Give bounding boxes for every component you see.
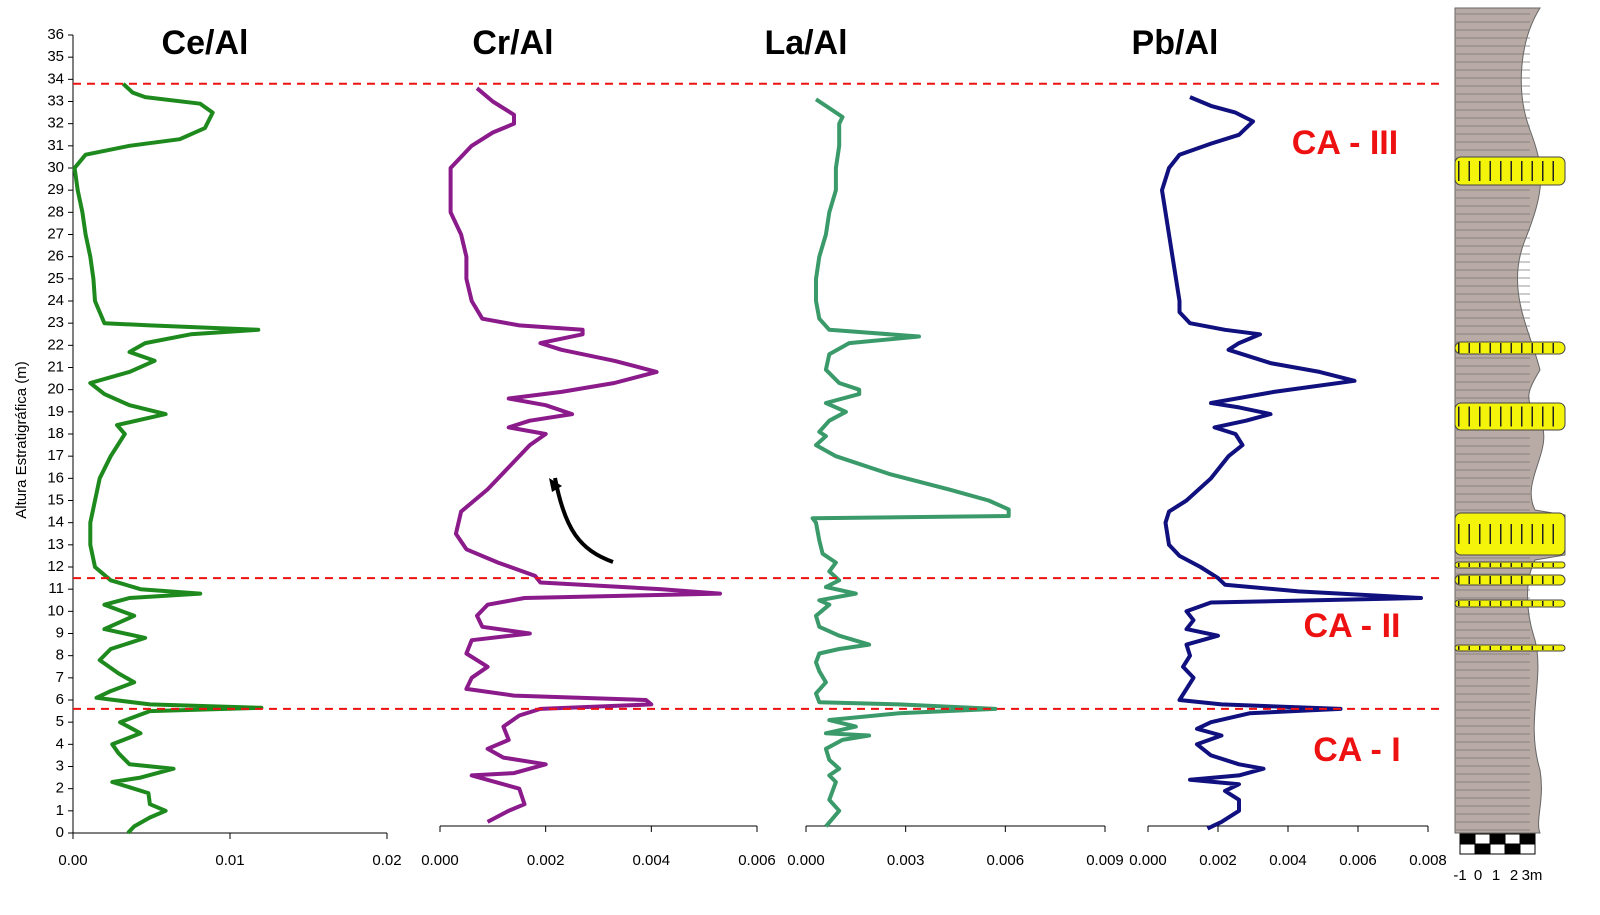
x-tick-label: 0.01 xyxy=(215,852,244,869)
panel-title: Pb/Al xyxy=(1132,24,1219,62)
x-tick-label: 0.02 xyxy=(372,852,401,869)
y-tick-label: 19 xyxy=(47,403,64,420)
x-tick-label: 0.006 xyxy=(1339,852,1377,869)
profile-line xyxy=(810,97,1011,828)
y-tick-label: 33 xyxy=(47,92,64,109)
profile-line xyxy=(1160,95,1423,831)
y-tick-label: 11 xyxy=(48,580,64,597)
y-tick-label: 35 xyxy=(47,48,64,65)
x-tick-label: 0.000 xyxy=(421,852,459,869)
scale-label: 3m xyxy=(1522,867,1543,884)
scale-cell xyxy=(1519,833,1536,845)
y-tick-label: 26 xyxy=(47,248,64,265)
x-tick-label: 0.002 xyxy=(527,852,565,869)
scale-cell xyxy=(1489,843,1506,855)
arrow-head xyxy=(549,478,562,492)
x-tick-label: 0.000 xyxy=(1129,852,1167,869)
y-tick-label: 3 xyxy=(56,757,64,774)
scale-label: -1 xyxy=(1453,867,1466,884)
x-tick-label: 0.006 xyxy=(987,852,1025,869)
x-tick-label: 0.009 xyxy=(1086,852,1124,869)
x-tick-label: 0.000 xyxy=(787,852,825,869)
sandstone-bed xyxy=(1454,341,1566,355)
y-tick-label: 30 xyxy=(47,159,64,176)
y-tick-label: 13 xyxy=(47,536,64,553)
y-tick-label: 31 xyxy=(47,137,64,154)
scale-cell xyxy=(1504,833,1521,845)
scale-label: 1 xyxy=(1492,867,1500,884)
scale-cell xyxy=(1489,833,1506,845)
panel-title: Cr/Al xyxy=(472,24,553,62)
y-tick-label: 24 xyxy=(47,292,64,309)
y-tick-label: 32 xyxy=(47,115,64,132)
x-tick-label: 0.004 xyxy=(1269,852,1307,869)
panel-title: La/Al xyxy=(764,24,847,62)
y-axis-title: Altura Estratigráfica (m) xyxy=(13,361,30,519)
scale-cell xyxy=(1459,833,1476,845)
x-tick-label: 0.008 xyxy=(1409,852,1447,869)
scale-label: 2 xyxy=(1510,867,1518,884)
scale-cell xyxy=(1504,843,1521,855)
scale-label: 0 xyxy=(1474,867,1482,884)
panel-title: Ce/Al xyxy=(162,24,249,62)
scale-cell xyxy=(1474,833,1491,845)
x-tick-label: 0.002 xyxy=(1199,852,1237,869)
sandstone-bed xyxy=(1454,402,1566,431)
y-tick-label: 2 xyxy=(56,780,64,797)
y-tick-label: 8 xyxy=(56,647,64,664)
y-tick-label: 22 xyxy=(47,336,64,353)
x-tick-label: 0.006 xyxy=(738,852,776,869)
x-tick-label: 0.004 xyxy=(633,852,671,869)
profile-line xyxy=(72,82,264,835)
y-tick-label: 25 xyxy=(47,270,64,287)
y-tick-label: 7 xyxy=(56,669,64,686)
y-tick-label: 6 xyxy=(56,691,64,708)
y-tick-label: 10 xyxy=(47,602,64,619)
y-tick-label: 12 xyxy=(47,558,64,575)
sandstone-bed xyxy=(1454,156,1566,186)
y-tick-label: 23 xyxy=(47,314,64,331)
y-tick-label: 36 xyxy=(47,26,64,43)
sandstone-bed xyxy=(1454,574,1566,586)
y-tick-label: 9 xyxy=(56,624,64,641)
y-tick-label: 34 xyxy=(47,70,64,87)
sandstone-bed xyxy=(1454,644,1566,652)
sandstone-bed xyxy=(1454,561,1566,569)
x-tick-label: 0.00 xyxy=(58,852,87,869)
y-tick-label: 5 xyxy=(56,713,64,730)
x-tick-label: 0.003 xyxy=(887,852,925,869)
trend-arrow xyxy=(553,477,614,564)
y-tick-label: 28 xyxy=(47,203,64,220)
sandstone-bed xyxy=(1454,599,1566,608)
y-tick-label: 18 xyxy=(47,425,64,442)
sandstone-bed xyxy=(1454,512,1566,556)
profile-line xyxy=(448,86,722,824)
y-tick-label: 14 xyxy=(47,514,64,531)
zone-label: CA - III xyxy=(1292,124,1398,162)
zone-label: CA - II xyxy=(1304,607,1401,645)
y-tick-label: 17 xyxy=(47,447,64,464)
y-tick-label: 1 xyxy=(56,802,64,819)
y-tick-label: 20 xyxy=(47,381,64,398)
y-tick-label: 29 xyxy=(47,181,64,198)
scale-cell xyxy=(1459,843,1476,855)
y-tick-label: 4 xyxy=(56,735,64,752)
scale-cell xyxy=(1519,843,1536,855)
y-tick-label: 15 xyxy=(47,491,64,508)
y-tick-label: 0 xyxy=(56,824,64,841)
scale-cell xyxy=(1474,843,1491,855)
y-tick-label: 21 xyxy=(47,358,64,375)
y-tick-label: 27 xyxy=(47,225,64,242)
y-tick-label: 16 xyxy=(47,469,64,486)
stratigraphic-column xyxy=(1454,7,1566,834)
zone-label: CA - I xyxy=(1313,731,1401,769)
